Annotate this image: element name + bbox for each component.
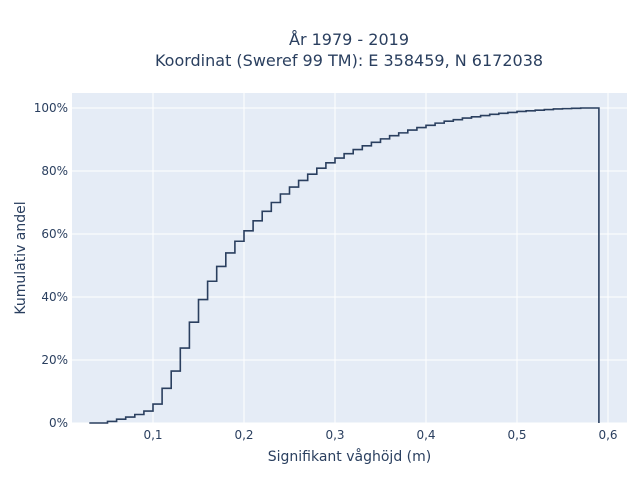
y-axis-title: Kumulativ andel xyxy=(13,201,29,314)
plot-area xyxy=(72,93,627,423)
x-axis-title: Signifikant våghöjd (m) xyxy=(268,448,431,465)
chart-subtitle: Koordinat (Sweref 99 TM): E 358459, N 61… xyxy=(155,51,543,70)
y-tick-label: 20% xyxy=(41,353,68,367)
tick-labels: 0,1 0,2 0,3 0,4 0,5 0,6 0% 20% 40% 60% 80% 100% xyxy=(34,101,618,442)
x-tick-label: 0,2 xyxy=(234,428,253,442)
x-tick-label: 0,5 xyxy=(507,428,526,442)
y-tick-label: 100% xyxy=(34,101,68,115)
series-line-cumulative xyxy=(89,107,600,424)
x-tick-label: 0,6 xyxy=(598,428,617,442)
y-tick-label: 0% xyxy=(49,416,68,430)
y-tick-label: 40% xyxy=(41,290,68,304)
y-tick-label: 60% xyxy=(41,227,68,241)
grid-lines xyxy=(72,93,627,424)
x-tick-label: 0,3 xyxy=(325,428,344,442)
chart-title: År 1979 - 2019 xyxy=(289,30,409,49)
x-tick-label: 0,1 xyxy=(143,428,162,442)
x-tick-label: 0,4 xyxy=(416,428,435,442)
y-tick-label: 80% xyxy=(41,164,68,178)
